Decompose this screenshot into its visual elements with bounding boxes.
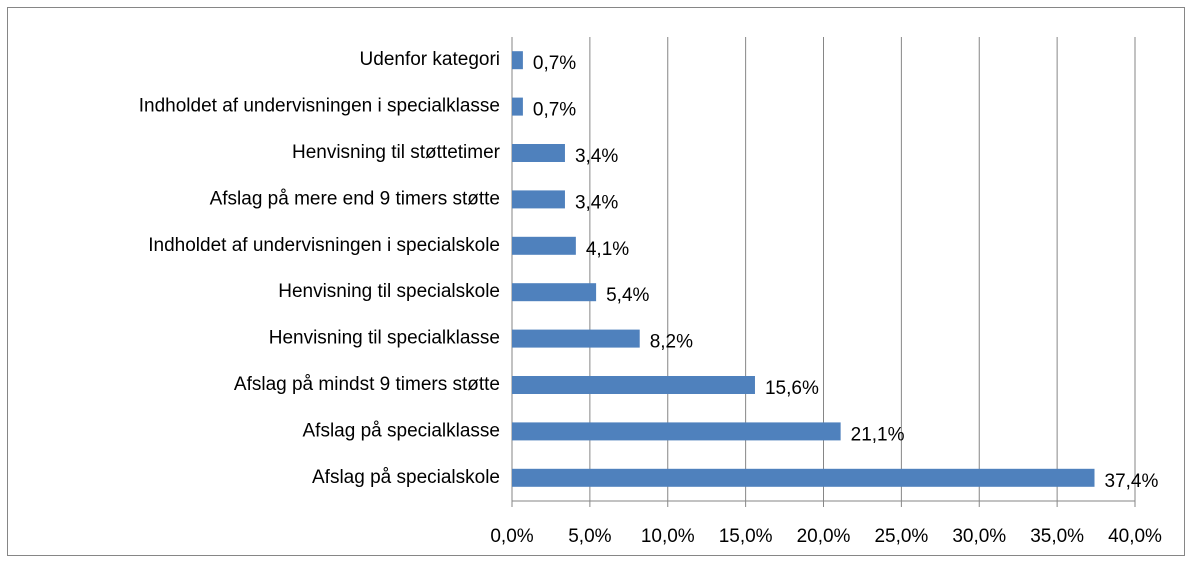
x-tick-label: 20,0% [797, 526, 851, 547]
data-label: 3,4% [575, 192, 618, 213]
x-tick-label: 15,0% [719, 526, 773, 547]
y-tick-label: Indholdet af undervisningen i specialkla… [139, 96, 500, 117]
x-tick-label: 0,0% [490, 526, 533, 547]
data-label: 15,6% [765, 378, 819, 399]
data-label: 0,7% [533, 100, 576, 121]
bar [512, 236, 576, 255]
data-label: 21,1% [851, 424, 905, 445]
bar [512, 190, 565, 209]
data-label: 8,2% [650, 332, 693, 353]
y-tick-label: Afslag på specialskole [312, 467, 500, 488]
y-tick-label: Afslag på specialklasse [303, 420, 501, 441]
x-tick-label: 30,0% [952, 526, 1006, 547]
y-tick-label: Afslag på mere end 9 timers støtte [210, 188, 500, 209]
chart-border [7, 7, 1185, 556]
x-tick-label: 5,0% [568, 526, 611, 547]
data-label: 4,1% [586, 239, 629, 260]
bar [512, 51, 523, 70]
bar [512, 468, 1095, 487]
x-tick-label: 25,0% [874, 526, 928, 547]
x-tick-label: 40,0% [1108, 526, 1162, 547]
y-tick-label: Udenfor kategori [360, 49, 500, 70]
y-tick-label: Henvisning til støttetimer [292, 142, 501, 163]
bar [512, 283, 597, 302]
bar [512, 376, 755, 394]
data-label: 5,4% [606, 285, 649, 306]
bar [512, 329, 640, 348]
y-tick-label: Henvisning til specialskole [278, 281, 500, 302]
data-label: 3,4% [575, 146, 618, 167]
bar [512, 97, 523, 116]
data-label: 0,7% [533, 53, 576, 74]
y-tick-label: Afslag på mindst 9 timers støtte [234, 374, 500, 395]
bar [512, 144, 565, 162]
x-tick-label: 35,0% [1030, 526, 1084, 547]
y-tick-label: Indholdet af undervisningen i specialsko… [148, 235, 500, 256]
data-label: 37,4% [1105, 471, 1159, 492]
y-tick-label: Henvisning til specialklasse [269, 328, 500, 349]
x-tick-label: 10,0% [641, 526, 695, 547]
bar [512, 422, 841, 441]
